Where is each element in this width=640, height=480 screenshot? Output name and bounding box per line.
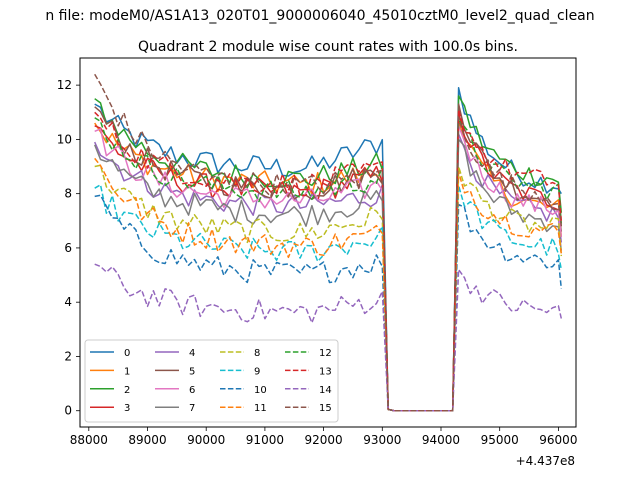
legend-label-0: 0 [124, 348, 130, 359]
x-tick-label: 89000 [128, 433, 166, 447]
legend-label-12: 12 [319, 348, 332, 359]
legend-label-2: 2 [124, 385, 130, 396]
axis-ticks: 88000 89000 90000 91000 92000 93000 94000 95000… [57, 78, 578, 447]
series-line-7 [94, 138, 563, 412]
y-tick-label: 6 [64, 241, 72, 255]
x-tick-label: 96000 [539, 433, 577, 447]
y-tick-label: 0 [64, 404, 72, 418]
legend-label-14: 14 [319, 385, 332, 396]
series-line-14 [94, 263, 563, 412]
figure-suptitle: n file: modeM0/AS1A13_020T01_9000006040_… [45, 8, 594, 24]
legend-label-15: 15 [319, 403, 332, 414]
x-tick-label: 94000 [422, 433, 460, 447]
x-tick-label: 88000 [70, 433, 108, 447]
legend-label-6: 6 [189, 385, 195, 396]
legend-label-5: 5 [189, 366, 195, 377]
y-tick-label: 2 [64, 349, 72, 363]
y-tick-label: 4 [64, 295, 72, 309]
series-line-12 [94, 117, 563, 412]
legend-label-4: 4 [189, 348, 195, 359]
x-tick-label: 91000 [246, 433, 284, 447]
x-tick-label: 92000 [305, 433, 343, 447]
series-line-15 [94, 73, 563, 412]
series-line-8 [94, 164, 563, 412]
x-tick-label: 93000 [363, 433, 401, 447]
legend-label-11: 11 [254, 403, 267, 414]
legend-label-3: 3 [124, 403, 130, 414]
chart-title: Quadrant 2 module wise count rates with … [138, 39, 518, 55]
y-tick-label: 8 [64, 187, 72, 201]
legend-label-1: 1 [124, 366, 130, 377]
series-line-3 [94, 111, 563, 412]
legend-label-7: 7 [189, 403, 195, 414]
series-line-10 [94, 194, 563, 412]
y-tick-label: 10 [57, 132, 72, 146]
series-line-11 [94, 157, 563, 412]
axes-frame [79, 57, 577, 428]
legend-frame [84, 339, 339, 423]
x-tick-label: 90000 [187, 433, 225, 447]
legend-label-10: 10 [254, 385, 267, 396]
legend-label-8: 8 [254, 348, 260, 359]
series-line-2 [94, 95, 563, 412]
plot-area [94, 73, 563, 412]
series-line-6 [94, 125, 563, 412]
x-axis-offset-label: +4.437e8 [516, 454, 575, 468]
y-tick-label: 12 [57, 78, 72, 92]
x-tick-label: 95000 [481, 433, 519, 447]
legend-label-9: 9 [254, 366, 260, 377]
legend-label-13: 13 [319, 366, 332, 377]
